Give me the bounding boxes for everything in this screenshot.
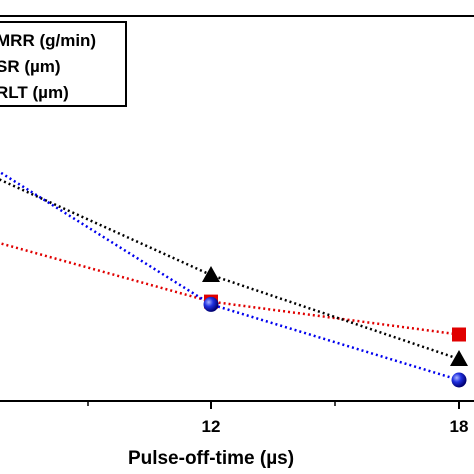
legend-entry-sr: SR (µm)	[0, 57, 61, 76]
data-point-sphere-x12	[203, 296, 219, 312]
legend-entry-mrr: MRR (g/min)	[0, 31, 96, 50]
series-line-mrr	[0, 241, 460, 336]
x-axis-title: Pulse-off-time (µs)	[128, 448, 294, 469]
legend-box	[0, 21, 127, 107]
data-point-triangle-x18	[450, 350, 468, 366]
data-point-sphere-x18	[451, 372, 467, 388]
data-point-square-x18	[452, 327, 466, 342]
x-tick-label-12: 12	[202, 417, 221, 436]
legend-entry-rlt: RLT (µm)	[0, 83, 69, 102]
series-line-rlt	[0, 170, 460, 382]
x-tick-label-18: 18	[450, 417, 469, 436]
series-line-sr	[0, 178, 460, 361]
data-point-triangle-x12	[202, 266, 220, 282]
